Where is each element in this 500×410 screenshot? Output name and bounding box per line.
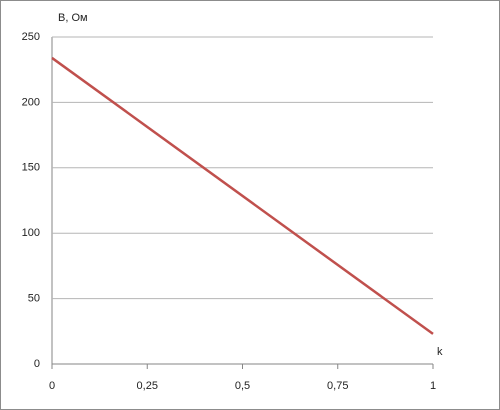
x-tick-label: 0,75 — [327, 380, 348, 392]
y-tick-label: 50 — [28, 293, 40, 305]
x-axis-label: k — [437, 346, 443, 358]
x-tick-label: 0,25 — [137, 380, 158, 392]
data-line — [51, 56, 434, 335]
x-tick-label: 1 — [430, 380, 436, 392]
y-tick-label: 200 — [22, 96, 40, 108]
x-tick-label: 0 — [49, 380, 55, 392]
y-tick-label: 100 — [22, 227, 40, 239]
y-tick-label: 150 — [22, 162, 40, 174]
y-tick-label: 0 — [34, 358, 40, 370]
y-axis-label: B, Ом — [58, 12, 88, 24]
y-tick-label: 250 — [22, 31, 40, 43]
x-tick-label: 0,5 — [235, 380, 250, 392]
